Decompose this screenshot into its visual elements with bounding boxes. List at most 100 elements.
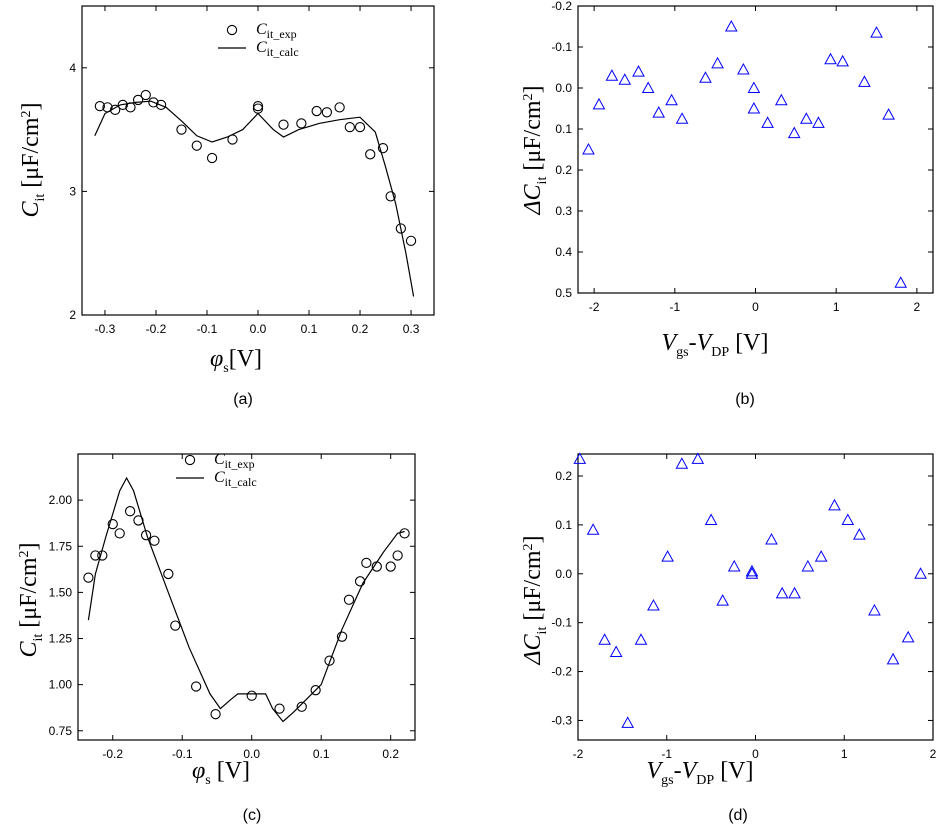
y-label-close: ] [18, 103, 44, 111]
panel-caption: (d) [728, 807, 748, 824]
exp-data-point [227, 134, 238, 145]
exp-data-point [395, 223, 406, 234]
x-label-unit: [V] [211, 758, 250, 784]
calc-series-line [94, 100, 415, 297]
exp-data-point [278, 119, 289, 130]
delta-data-point [765, 533, 778, 545]
y-tick-label: 0.2 [555, 163, 572, 177]
x-tick-label: -0.2 [146, 322, 167, 336]
x-tick-label: -1 [669, 300, 680, 314]
x-label-sub2: DP [711, 345, 729, 360]
delta-data-point [914, 567, 927, 579]
exp-data-point [132, 94, 144, 106]
delta-data-point [621, 716, 635, 728]
delta-data-point [609, 645, 623, 657]
panel-c: -0.2 -0.1 0.0 0.1 0.2 0.75 1.00 1.25 1.50 1.75 2.0… [16, 451, 416, 824]
delta-data-point [618, 73, 632, 85]
delta-data-point [598, 633, 611, 645]
plot-frame [577, 5, 934, 294]
exp-data-point [125, 102, 136, 113]
exp-data-point [155, 99, 167, 111]
x-tick-label: 0.1 [313, 747, 330, 761]
delta-data-point [788, 586, 801, 599]
exp-data-point [405, 235, 417, 246]
x-tick-label: 0 [752, 300, 759, 314]
y-tick-label: 2.00 [49, 493, 73, 507]
delta-data-point [868, 603, 881, 616]
y-tick-label: 1.25 [49, 632, 73, 646]
exp-data-point [191, 140, 202, 151]
delta-data-point [605, 69, 619, 81]
exp-data-point [110, 104, 121, 115]
y-label-sup: 2 [521, 93, 536, 100]
y-label-sup: 2 [19, 111, 34, 118]
y-label-sup: 2 [17, 551, 32, 558]
exp-data-point [311, 105, 322, 117]
y-tick-label: 0.3 [555, 204, 572, 218]
y-tick-label: 0.0 [555, 567, 572, 581]
y-tick-label: 1.50 [49, 585, 73, 599]
exp-data-point [354, 576, 366, 587]
delta-data-point [724, 19, 738, 32]
delta-data-point [586, 523, 600, 535]
legend-marker [184, 454, 196, 466]
y-tick-label: 4 [69, 61, 76, 75]
delta-data-point [886, 652, 900, 665]
x-tick-label: 0.3 [403, 322, 420, 336]
delta-data-point [632, 65, 645, 77]
exp-data-point [377, 142, 389, 154]
exp-data-point [94, 100, 106, 112]
exp-data-point [246, 690, 257, 701]
y-tick-label: -0.2 [551, 665, 572, 679]
delta-data-point [647, 599, 660, 611]
exp-data-point [371, 561, 382, 572]
legend-marker [226, 24, 238, 36]
exp-data-point [334, 102, 345, 113]
y-tick-label: -0.1 [551, 616, 572, 630]
y-label-sub: it [31, 634, 46, 642]
y-label-sub: it [33, 194, 48, 202]
panel-caption: (c) [243, 807, 262, 824]
y-label-main: C [18, 201, 44, 218]
y-tick-label: 0.0 [555, 81, 572, 95]
delta-data-point [801, 559, 815, 572]
delta-data-point [901, 630, 915, 643]
y-axis-label: ΔCit [μF/cm2] [520, 535, 550, 665]
delta-data-point [841, 513, 855, 525]
x-tick-label: 1 [833, 300, 840, 314]
y-axis-label: Cit [μF/cm2] [16, 543, 46, 658]
exp-data-point [210, 709, 221, 720]
delta-data-point [711, 56, 724, 69]
y-tick-label: 0.5 [555, 286, 572, 300]
exp-data-point [190, 681, 202, 692]
x-tick-label: 0.1 [301, 322, 318, 336]
exp-data-point [296, 701, 307, 712]
exp-data-point [399, 528, 410, 539]
y-tick-label: -0.3 [551, 713, 572, 727]
y-axis-label: ΔCit [μF/cm2] [520, 85, 550, 215]
legend-main: C [214, 469, 225, 486]
delta-data-point [836, 54, 849, 67]
exp-data-point [343, 594, 355, 605]
exp-data-point [321, 107, 333, 118]
x-tick-label: -1 [661, 747, 672, 761]
legend-label: Cit_calc [214, 469, 257, 489]
exp-data-point [296, 118, 307, 129]
x-label-main: φ [192, 758, 205, 784]
delta-data-point [852, 528, 866, 540]
x-tick-label: 1 [841, 747, 848, 761]
delta-data-point [691, 452, 705, 464]
delta-data-point [675, 112, 689, 124]
x-label-mid: - [689, 330, 697, 356]
x-tick-label: -0.2 [102, 747, 123, 761]
delta-data-point [661, 550, 674, 562]
y-label-sub: it [535, 177, 550, 185]
delta-data-point [704, 513, 718, 525]
x-label-mid-var: V [682, 758, 699, 784]
x-axis-label: Vgs-VDP [V] [646, 758, 753, 788]
x-label-mid-var: V [697, 330, 714, 356]
exp-data-point [385, 561, 396, 572]
exp-data-point [176, 124, 187, 135]
delta-data-point [582, 142, 595, 155]
